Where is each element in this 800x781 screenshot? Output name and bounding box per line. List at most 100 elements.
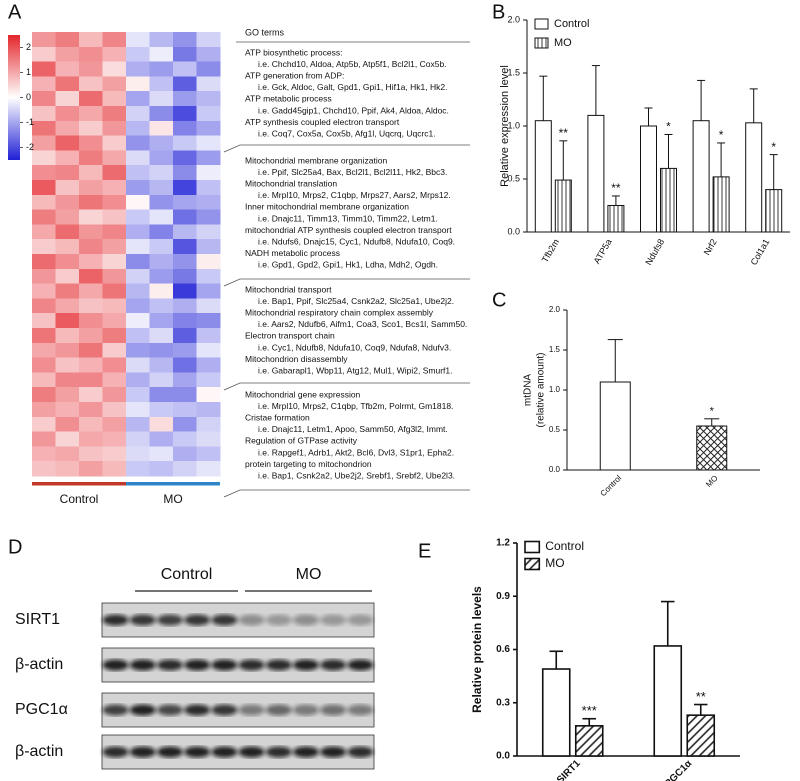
heatmap-cell [32, 46, 56, 62]
heatmap-cell [149, 32, 174, 48]
heatmap-cell [79, 224, 103, 240]
heatmap-cell [173, 180, 197, 196]
bar [660, 167, 677, 233]
blot-band [265, 746, 292, 758]
heatmap-cell [196, 461, 221, 477]
colorbar-tick-label: -2 [26, 142, 34, 152]
heatmap-cell [196, 402, 221, 418]
heatmap-cell [173, 342, 197, 358]
heatmap-cell [55, 372, 80, 388]
go-term: protein targeting to mitochondrion [245, 459, 372, 469]
bracket-line [223, 382, 470, 391]
heatmap-cell [55, 357, 80, 373]
blot-band [211, 614, 238, 626]
bar [599, 381, 631, 471]
x-tick-label: Nrf2 [702, 237, 719, 257]
heatmap-cell [79, 91, 103, 107]
heatmap-cell [32, 165, 56, 181]
heatmap-cell [102, 416, 127, 432]
heatmap-cell [102, 313, 127, 329]
x-tick-label: SIRT1 [555, 758, 583, 781]
blot-band [211, 746, 238, 758]
heatmap-cell [149, 298, 174, 314]
bar [712, 176, 730, 233]
heatmap-cell [79, 387, 103, 403]
heatmap-cell [149, 328, 174, 344]
heatmap-cell [79, 106, 103, 122]
y-tick-label: 1.5 [549, 345, 561, 354]
heatmap-cell [102, 402, 127, 418]
heatmap-cell [32, 76, 56, 92]
heatmap-cell [102, 150, 127, 166]
heatmap-cell [55, 387, 80, 403]
heatmap-cell [196, 416, 221, 432]
go-term: Electron transport chain [245, 331, 335, 341]
group-bar [32, 482, 126, 486]
heatmap-cell [79, 283, 103, 299]
heatmap-cell [79, 402, 103, 418]
heatmap-cell [149, 150, 174, 166]
heatmap-cell [173, 165, 197, 181]
go-term: ATP biosynthetic process: [245, 47, 342, 57]
heatmap-cell [102, 180, 127, 196]
bracket-line [223, 144, 470, 153]
bar [587, 114, 605, 233]
bar [554, 179, 572, 233]
bar [607, 205, 625, 233]
heatmap-cell [55, 150, 80, 166]
heatmap-cell [32, 224, 56, 240]
blot-band [320, 659, 347, 671]
heatmap-cell [102, 461, 127, 477]
heatmap-cell [173, 209, 197, 225]
heatmap-cell [55, 165, 80, 181]
heatmap-cell [55, 328, 80, 344]
legend-swatch [534, 18, 549, 30]
bar [696, 425, 728, 471]
heatmap-cell [79, 76, 103, 92]
heatmap-cell [173, 283, 197, 299]
heatmap-cell [79, 431, 103, 447]
blot-band [320, 704, 347, 716]
heatmap-cell [126, 120, 150, 136]
heatmap-cell [126, 402, 150, 418]
heatmap-cell [32, 416, 56, 432]
heatmap-cell [126, 431, 150, 447]
heatmap-cell [32, 209, 56, 225]
heatmap-cell [126, 328, 150, 344]
heatmap-cell [32, 150, 56, 166]
y-tick-label: 1.2 [496, 538, 510, 549]
heatmap-cell [102, 431, 127, 447]
y-axis-label: (relative amount) [536, 352, 547, 427]
bar [653, 645, 683, 757]
heatmap-cell [173, 91, 197, 107]
heatmap-cell [102, 209, 127, 225]
heatmap-cell [173, 387, 197, 403]
heatmap-cell [79, 194, 103, 210]
heatmap-cell [196, 357, 221, 373]
heatmap-cell [149, 61, 174, 77]
heatmap-cell [173, 150, 197, 166]
heatmap-cell [149, 283, 174, 299]
heatmap-cell [126, 357, 150, 373]
go-genes: i.e. Rapgef1, Adrb1, Akt2, Bcl6, Dvl3, S… [258, 447, 454, 457]
heatmap-cell [32, 446, 56, 462]
heatmap-cell [55, 268, 80, 284]
blot-band [156, 659, 184, 671]
heatmap-cell [32, 91, 56, 107]
heatmap-cell [196, 194, 221, 210]
heatmap-cell [55, 254, 80, 270]
heatmap-cell [149, 402, 174, 418]
heatmap-cell [102, 357, 127, 373]
heatmap-cell [55, 446, 80, 462]
heatmap-cell [79, 357, 103, 373]
group-label: Control [60, 492, 99, 506]
heatmap-cell [196, 313, 221, 329]
heatmap-cell [102, 91, 127, 107]
blot-group-label: Control [161, 566, 213, 583]
heatmap-cell [55, 416, 80, 432]
heatmap-cell [102, 387, 127, 403]
heatmap-cell [79, 135, 103, 151]
y-tick-label: 2.0 [507, 14, 520, 24]
heatmap-cell [79, 298, 103, 314]
go-term: Mitochondrial membrane organization [245, 155, 387, 165]
